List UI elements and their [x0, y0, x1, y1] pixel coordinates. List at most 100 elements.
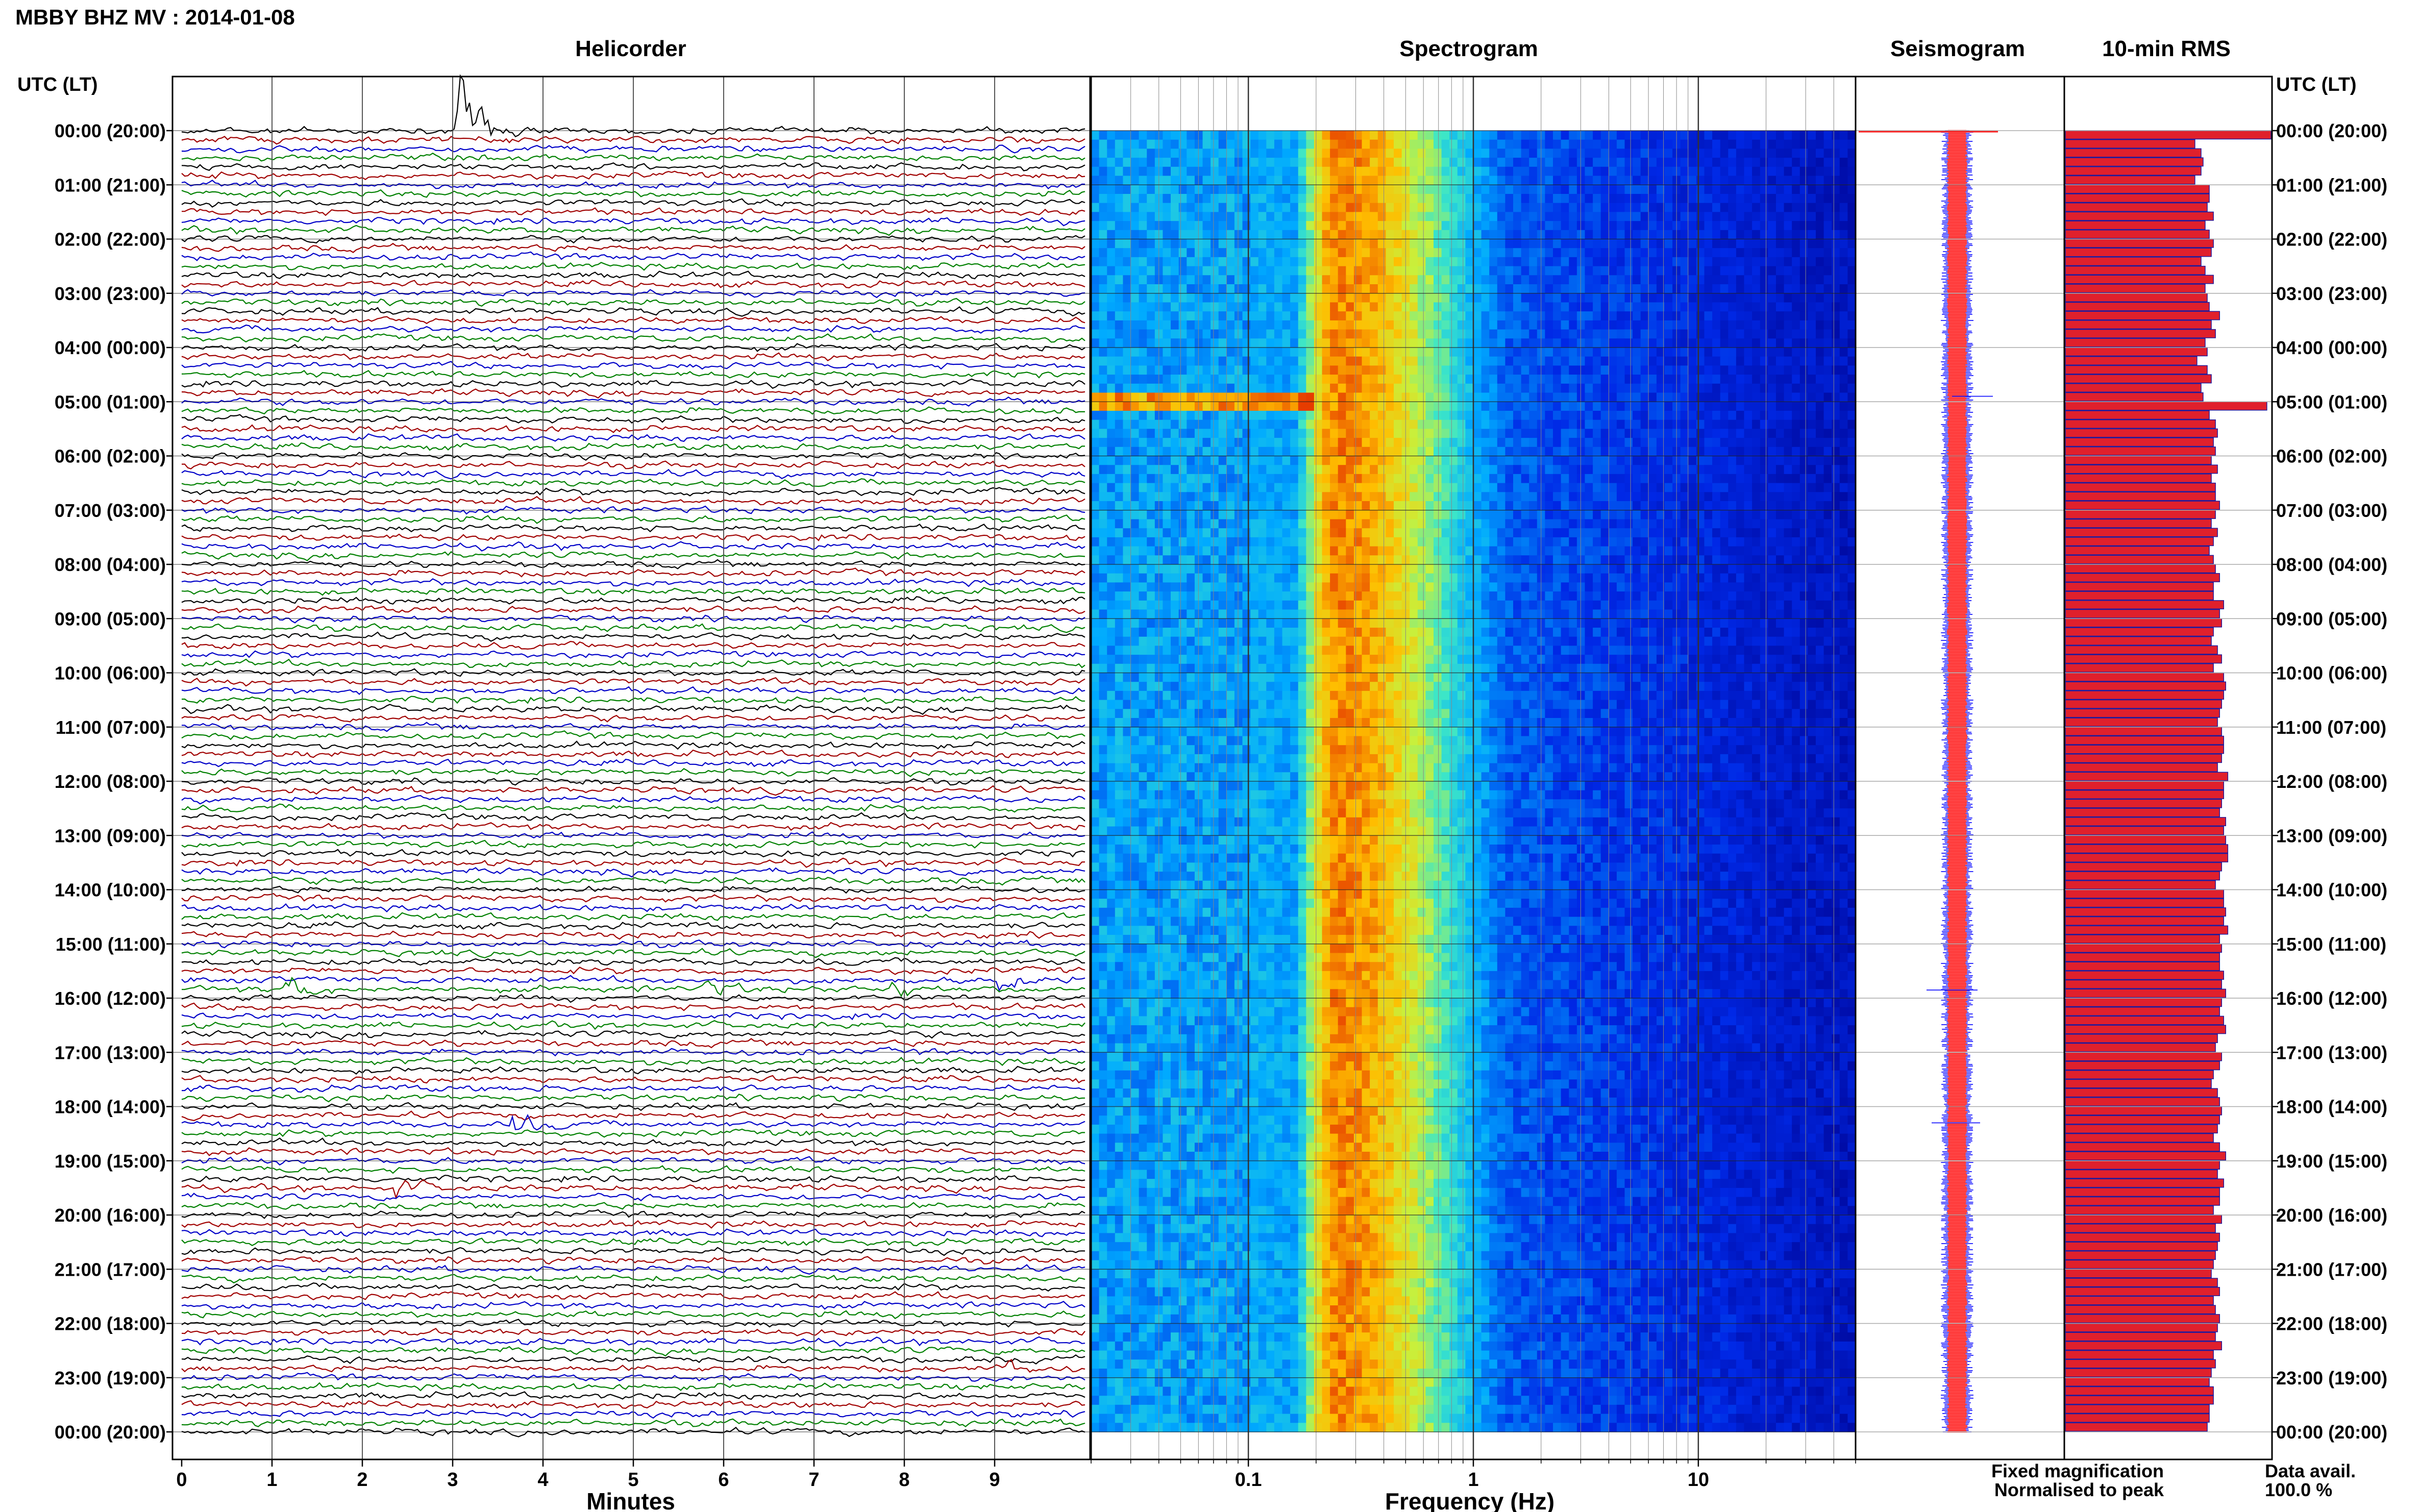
spectrogram-cell: [1171, 203, 1179, 212]
spectrogram-cell: [1322, 203, 1330, 212]
spectrogram-cell: [1473, 411, 1482, 420]
spectrogram-cell: [1768, 564, 1776, 574]
spectrogram-cell: [1434, 356, 1442, 366]
spectrogram-cell: [1417, 329, 1426, 339]
spectrogram-cell: [1497, 429, 1506, 438]
spectrogram-cell: [1410, 492, 1418, 502]
spectrogram-cell: [1234, 302, 1243, 312]
spectrogram-cell: [1497, 275, 1506, 285]
spectrogram-cell: [1585, 456, 1593, 465]
spectrogram-cell: [1131, 365, 1140, 375]
spectrogram-cell: [1250, 176, 1259, 185]
spectrogram-cell: [1386, 221, 1394, 231]
spectrogram-cell: [1656, 564, 1665, 574]
spectrogram-cell: [1250, 419, 1259, 429]
spectrogram-cell: [1696, 483, 1705, 492]
spectrogram-cell: [1609, 275, 1617, 285]
spectrogram-cell: [1633, 465, 1641, 475]
spectrogram-cell: [1640, 564, 1649, 574]
spectrogram-cell: [1481, 338, 1490, 348]
spectrogram-cell: [1314, 139, 1323, 149]
spectrogram-cell: [1282, 474, 1291, 484]
spectrogram-cell: [1091, 203, 1100, 212]
spectrogram-cell: [1346, 438, 1354, 448]
spectrogram-cell: [1816, 573, 1824, 583]
spectrogram-cell: [1218, 438, 1227, 448]
spectrogram-cell: [1481, 474, 1490, 484]
spectrogram-cell: [1712, 546, 1721, 556]
spectrogram-cell: [1139, 555, 1147, 565]
spectrogram-cell: [1497, 239, 1506, 249]
spectrogram-cell: [1847, 438, 1856, 448]
spectrogram-cell: [1616, 429, 1625, 438]
spectrogram-cell: [1353, 419, 1363, 429]
spectrogram-cell: [1736, 139, 1745, 149]
spectrogram-cell: [1330, 492, 1339, 502]
spectrogram-cell: [1712, 275, 1721, 285]
spectrogram-cell: [1784, 329, 1792, 339]
spectrogram-cell: [1115, 492, 1124, 502]
spectrogram-cell: [1585, 375, 1593, 384]
spectrogram-cell: [1473, 239, 1482, 249]
spectrogram-cell: [1338, 158, 1347, 167]
spectrogram-cell: [1441, 266, 1450, 276]
spectrogram-cell: [1473, 311, 1482, 321]
spectrogram-cell: [1290, 528, 1299, 538]
spectrogram-cell: [1633, 383, 1641, 393]
spectrogram-cell: [1386, 212, 1394, 221]
spectrogram-cell: [1616, 419, 1625, 429]
spectrogram-cell: [1545, 456, 1553, 465]
spectrogram-cell: [1600, 402, 1610, 411]
spectrogram-cell: [1449, 528, 1458, 538]
spectrogram-cell: [1465, 555, 1474, 565]
spectrogram-cell: [1330, 483, 1339, 492]
spectrogram-cell: [1609, 419, 1617, 429]
spectrogram-cell: [1553, 257, 1562, 267]
spectrogram-cell: [1425, 348, 1434, 357]
spectrogram-cell: [1640, 510, 1649, 520]
spectrogram-cell: [1290, 429, 1299, 438]
spectrogram-cell: [1290, 148, 1299, 158]
spectrogram-cell: [1664, 248, 1673, 258]
spectrogram-cell: [1123, 510, 1131, 520]
spectrogram-cell: [1234, 537, 1243, 547]
spectrogram-cell: [1314, 383, 1323, 393]
spectrogram-cell: [1513, 501, 1522, 511]
spectrogram-cell: [1680, 194, 1689, 204]
spectrogram-cell: [1799, 573, 1809, 583]
spectrogram-cell: [1656, 356, 1665, 366]
spectrogram-cell: [1218, 203, 1227, 212]
spectrogram-cell: [1561, 528, 1569, 538]
spectrogram-cell: [1099, 203, 1107, 212]
spectrogram-cell: [1760, 392, 1769, 402]
spectrogram-cell: [1401, 356, 1410, 366]
spectrogram-cell: [1107, 293, 1116, 303]
spectrogram-cell: [1290, 248, 1299, 258]
spectrogram-cell: [1600, 474, 1610, 484]
spectrogram-cell: [1656, 139, 1665, 149]
spectrogram-cell: [1091, 338, 1100, 348]
spectrogram-cell: [1417, 537, 1426, 547]
spectrogram-cell: [1768, 447, 1776, 457]
spectrogram-cell: [1600, 573, 1610, 583]
spectrogram-cell: [1226, 338, 1235, 348]
spectrogram-cell: [1099, 375, 1107, 384]
spectrogram-cell: [1656, 402, 1665, 411]
spectrogram-cell: [1640, 148, 1649, 158]
spectrogram-cell: [1768, 166, 1776, 177]
spectrogram-cell: [1473, 492, 1482, 502]
spectrogram-cell: [1760, 465, 1769, 475]
spectrogram-cell: [1266, 221, 1275, 231]
spectrogram-cell: [1465, 166, 1474, 177]
spectrogram-cell: [1728, 230, 1737, 240]
spectrogram-cell: [1298, 131, 1307, 140]
spectrogram-cell: [1306, 158, 1315, 167]
spectrogram-cell: [1497, 131, 1506, 140]
spectrogram-cell: [1489, 239, 1498, 249]
spectrogram-cell: [1139, 465, 1147, 475]
spectrogram-cell: [1449, 293, 1458, 303]
spectrogram-cell: [1123, 375, 1131, 384]
spectrogram-cell: [1091, 248, 1100, 258]
spectrogram-cell: [1139, 148, 1147, 158]
spectrogram-cell: [1274, 356, 1283, 366]
